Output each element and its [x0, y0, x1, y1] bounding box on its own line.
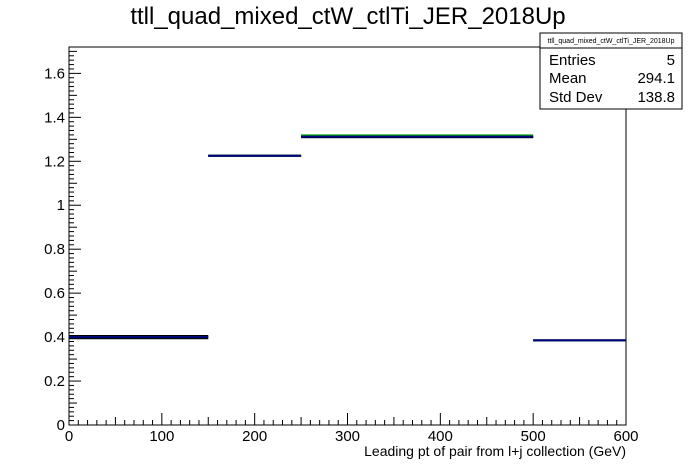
y-axis: 0 0.2 0.4 0.6 0.8 1 1.2 1.4 1.6 — [44, 50, 81, 434]
x-tick-label: 0 — [65, 428, 73, 445]
x-tick-label: 600 — [613, 428, 638, 445]
y-tick-label: 0 — [57, 417, 65, 434]
y-tick-label: 0.2 — [44, 373, 65, 390]
x-axis-title: Leading pt of pair from l+j collection (… — [364, 443, 626, 459]
y-tick-label: 0.8 — [44, 241, 65, 258]
stats-box: ttll_quad_mixed_ctW_ctlTi_JER_2018Up Ent… — [539, 32, 683, 110]
stats-mean-label: Mean — [549, 70, 587, 87]
stats-mean-value: 294.1 — [637, 70, 675, 87]
y-tick-label: 1.4 — [44, 109, 65, 126]
x-tick-label: 200 — [242, 428, 267, 445]
stats-box-frame — [539, 32, 683, 110]
x-tick-label: 100 — [149, 428, 174, 445]
y-tick-label: 0.4 — [44, 329, 65, 346]
stats-stddev-label: Std Dev — [549, 89, 603, 106]
x-tick-label: 300 — [335, 428, 360, 445]
y-tick-label: 1.2 — [44, 153, 65, 170]
x-tick-label: 400 — [428, 428, 453, 445]
chart-title: ttll_quad_mixed_ctW_ctlTi_JER_2018Up — [130, 3, 565, 30]
y-tick-label: 1 — [57, 197, 65, 214]
y-tick-label: 1.6 — [44, 65, 65, 82]
x-tick-label: 500 — [521, 428, 546, 445]
histogram-series — [69, 134, 626, 342]
stats-box-title: ttll_quad_mixed_ctW_ctlTi_JER_2018Up — [548, 38, 675, 45]
x-axis: 0 100 200 300 400 500 600 — [65, 413, 639, 445]
y-tick-label: 0.6 — [44, 285, 65, 302]
stats-entries-value: 5 — [667, 52, 675, 69]
stats-entries-label: Entries — [549, 52, 596, 69]
stats-stddev-value: 138.8 — [637, 89, 675, 106]
